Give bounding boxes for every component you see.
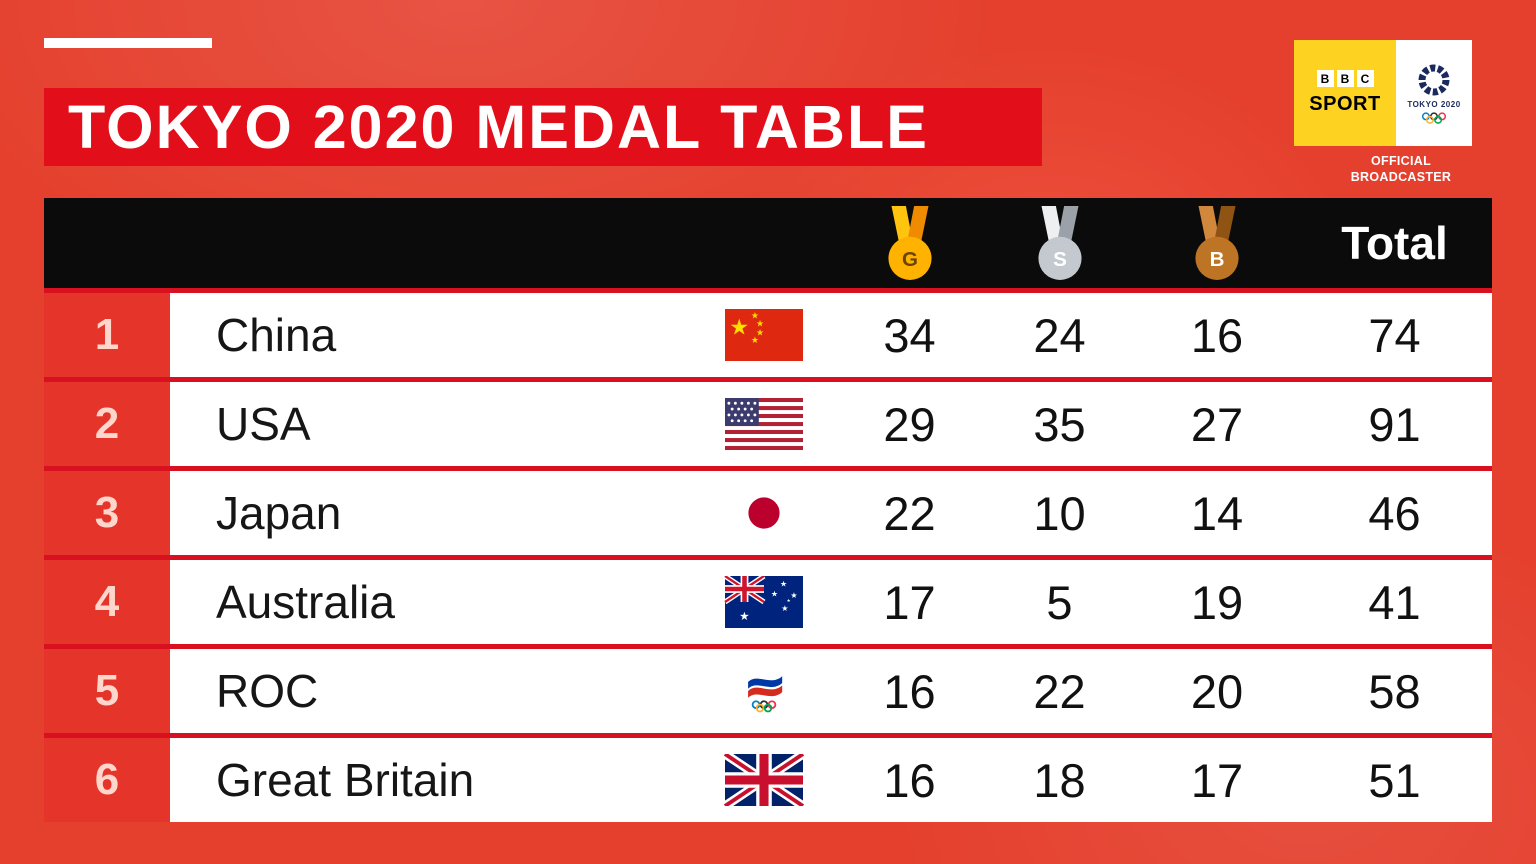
svg-text:★: ★ xyxy=(739,610,749,623)
silver-count: 22 xyxy=(982,649,1137,733)
broadcaster-logos: B B C SPORT TOKYO 2020 xyxy=(1294,40,1472,185)
svg-text:★: ★ xyxy=(780,579,787,588)
table-row: 1 China ★ ★ ★ ★ ★ 34 24 16 74 xyxy=(44,293,1492,377)
logo-row: B B C SPORT TOKYO 2020 xyxy=(1294,40,1472,146)
gold-count: 22 xyxy=(837,471,982,555)
gold-column-header: G xyxy=(837,198,982,288)
top-dash xyxy=(44,38,212,48)
total-column-header: Total xyxy=(1341,217,1448,269)
table-row: 4 Australia ★ ★ ★ ★ xyxy=(44,560,1492,644)
flag-roc xyxy=(716,668,811,714)
rank-cell: 6 xyxy=(44,738,170,822)
olympic-rings-icon xyxy=(1421,111,1447,124)
svg-text:★: ★ xyxy=(770,590,777,599)
country-cell: Australia ★ ★ ★ ★ ★ xyxy=(170,560,837,644)
bronze-count: 27 xyxy=(1137,382,1297,466)
silver-count: 10 xyxy=(982,471,1137,555)
bronze-count: 16 xyxy=(1137,293,1297,377)
country-cell: Japan xyxy=(170,471,837,555)
svg-text:★: ★ xyxy=(790,591,797,600)
total-count: 51 xyxy=(1297,738,1492,822)
official-broadcaster-label: OFFICIAL BROADCASTER xyxy=(1350,154,1452,184)
country-name: USA xyxy=(216,398,311,450)
svg-text:★: ★ xyxy=(756,318,764,328)
total-count: 58 xyxy=(1297,649,1492,733)
silver-column-header: S xyxy=(982,198,1137,288)
bbc-block-b1: B xyxy=(1316,70,1334,87)
gold-count: 16 xyxy=(837,738,982,822)
rank-cell: 4 xyxy=(44,560,170,644)
bbc-block-c: C xyxy=(1356,70,1374,87)
title-banner: TOKYO 2020 MEDAL TABLE xyxy=(44,88,1042,166)
table-row: 3 Japan 22 10 14 46 xyxy=(44,471,1492,555)
tokyo-2020-label: TOKYO 2020 xyxy=(1407,99,1461,109)
gold-medal-icon: G xyxy=(887,206,932,280)
flag-china: ★ ★ ★ ★ ★ xyxy=(716,309,811,361)
gold-count: 34 xyxy=(837,293,982,377)
total-count: 91 xyxy=(1297,382,1492,466)
table-row: 2 USA xyxy=(44,382,1492,466)
country-cell: Great Britain xyxy=(170,738,837,822)
table-row: 6 Great Britain 16 18 17 51 xyxy=(44,738,1492,822)
silver-medal-icon: S xyxy=(1037,206,1082,280)
bronze-count: 19 xyxy=(1137,560,1297,644)
bronze-count: 17 xyxy=(1137,738,1297,822)
total-count: 74 xyxy=(1297,293,1492,377)
rank-cell: 5 xyxy=(44,649,170,733)
page-title: TOKYO 2020 MEDAL TABLE xyxy=(68,93,929,161)
flag-australia: ★ ★ ★ ★ ★ ★ xyxy=(716,576,811,628)
rank-cell: 2 xyxy=(44,382,170,466)
silver-count: 5 xyxy=(982,560,1137,644)
flag-japan xyxy=(716,487,811,539)
svg-text:★: ★ xyxy=(750,335,758,345)
silver-letter: S xyxy=(1053,248,1067,271)
total-count: 46 xyxy=(1297,471,1492,555)
svg-text:★: ★ xyxy=(750,311,758,321)
country-name: ROC xyxy=(216,665,319,717)
country-cell: China ★ ★ ★ ★ ★ xyxy=(170,293,837,377)
silver-count: 18 xyxy=(982,738,1137,822)
bronze-count: 14 xyxy=(1137,471,1297,555)
rank-cell: 3 xyxy=(44,471,170,555)
tokyo-emblem-icon xyxy=(1418,64,1450,95)
svg-text:★: ★ xyxy=(786,598,791,603)
country-name: China xyxy=(216,309,337,361)
svg-text:★: ★ xyxy=(781,604,788,613)
country-name: Australia xyxy=(216,576,395,628)
bbc-blocks-icon: B B C xyxy=(1316,70,1374,87)
bbc-sport-label: SPORT xyxy=(1309,93,1381,115)
bbc-sport-logo: B B C SPORT xyxy=(1294,40,1396,146)
silver-count: 24 xyxy=(982,293,1137,377)
gold-count: 16 xyxy=(837,649,982,733)
flag-great-britain xyxy=(716,754,811,806)
country-name: Great Britain xyxy=(216,754,475,806)
flag-usa xyxy=(716,398,811,450)
bronze-count: 20 xyxy=(1137,649,1297,733)
tokyo-2020-logo: TOKYO 2020 xyxy=(1396,40,1472,146)
country-cell: ROC xyxy=(170,649,837,733)
bbc-block-b2: B xyxy=(1336,70,1354,87)
medal-table: G S B Total xyxy=(44,198,1492,822)
country-cell: USA xyxy=(170,382,837,466)
gold-count: 17 xyxy=(837,560,982,644)
silver-count: 35 xyxy=(982,382,1137,466)
gold-count: 29 xyxy=(837,382,982,466)
bronze-medal-icon: B xyxy=(1195,206,1239,280)
total-count: 41 xyxy=(1297,560,1492,644)
table-header-row: G S B Total xyxy=(44,198,1492,288)
rank-cell: 1 xyxy=(44,293,170,377)
table-row: 5 ROC xyxy=(44,649,1492,733)
bronze-letter: B xyxy=(1210,248,1225,271)
gold-letter: G xyxy=(902,248,918,271)
svg-text:★: ★ xyxy=(729,315,749,340)
bronze-column-header: B xyxy=(1137,198,1297,288)
svg-text:★: ★ xyxy=(756,327,764,337)
country-name: Japan xyxy=(216,487,342,539)
